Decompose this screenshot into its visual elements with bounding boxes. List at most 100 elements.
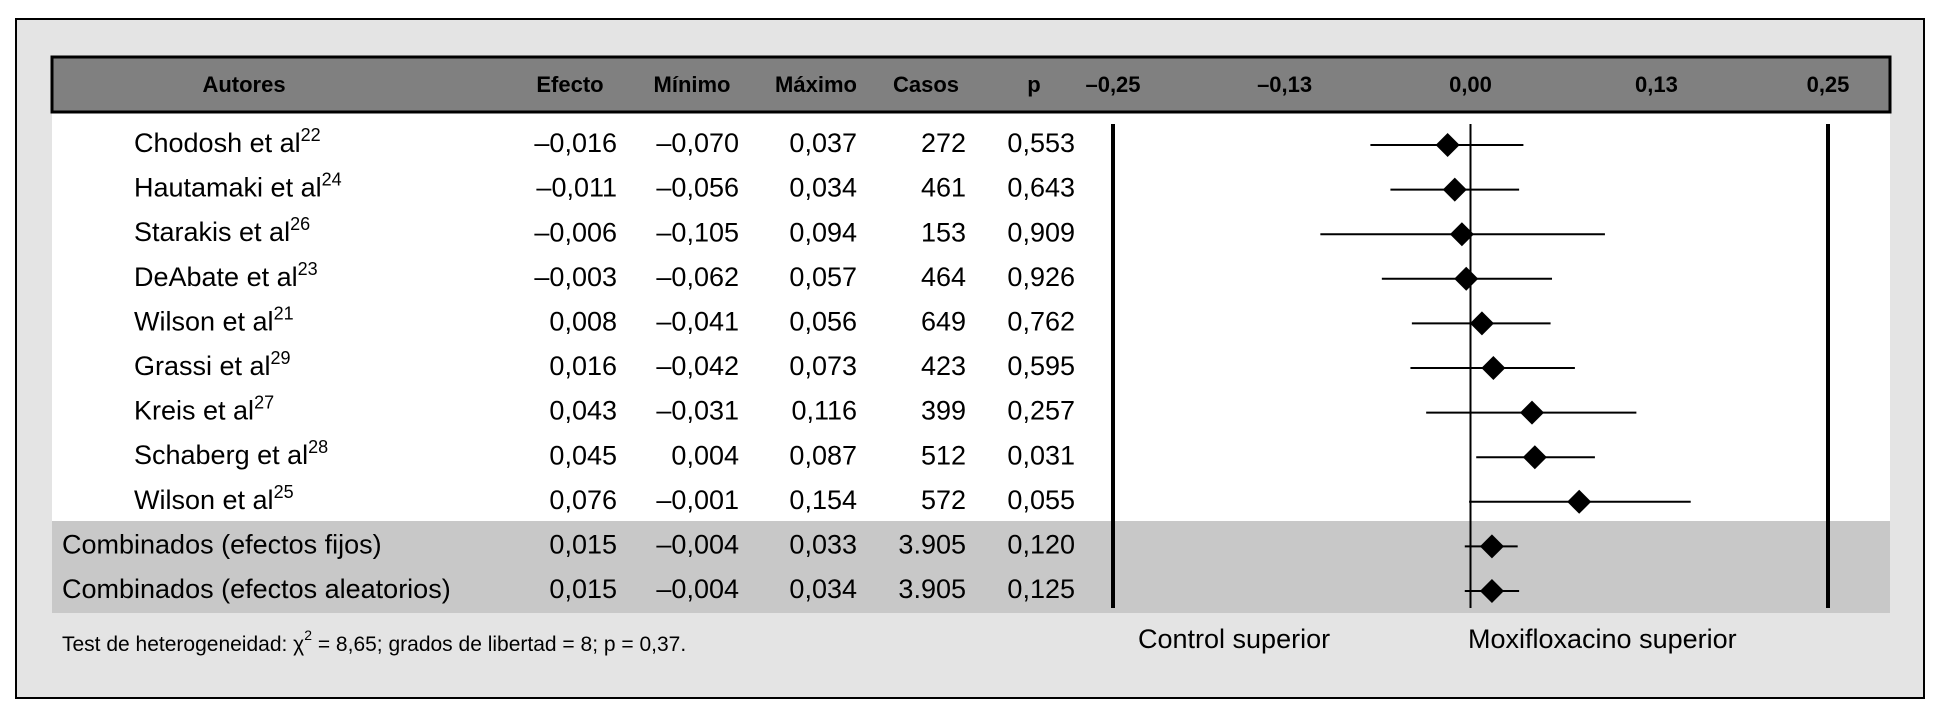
upper-value: 0,116 — [791, 396, 857, 426]
p-value: 0,257 — [1007, 396, 1075, 426]
effect-diamond — [1442, 177, 1467, 202]
author-name: Wilson et al — [134, 307, 274, 337]
effect-diamond — [1481, 356, 1506, 380]
p-value: 0,125 — [1007, 574, 1075, 604]
cases-value: 3.905 — [898, 530, 966, 560]
lower-value: –0,042 — [656, 351, 739, 381]
effect-diamond — [1435, 133, 1460, 157]
effect-diamond — [1522, 445, 1547, 470]
annotation: Moxifloxacino superior — [1468, 624, 1737, 654]
p-value: 0,553 — [1007, 128, 1075, 158]
cases-value: 153 — [921, 217, 966, 247]
p-value: 0,031 — [1007, 440, 1075, 470]
author-ref: 29 — [271, 348, 291, 368]
author: Chodosh et al22 — [134, 125, 321, 158]
x-tick-label: 0,25 — [1807, 72, 1850, 97]
p-value: 0,909 — [1007, 217, 1075, 247]
effect-diamond — [1454, 266, 1479, 291]
p-value: 0,926 — [1007, 262, 1075, 292]
effect-value: 0,045 — [549, 440, 617, 470]
author: Grassi et al29 — [134, 348, 291, 381]
author-name: Combinados (efectos aleatorios) — [62, 574, 451, 604]
upper-value: 0,037 — [789, 128, 857, 158]
effect-diamond — [1479, 579, 1504, 603]
effect-value: 0,015 — [549, 574, 617, 604]
lower-value: –0,041 — [656, 307, 739, 337]
header: Casos — [893, 72, 959, 97]
author-name: Starakis et al — [134, 217, 290, 247]
effect-diamond — [1479, 534, 1504, 559]
lower-value: –0,105 — [656, 217, 739, 247]
header: Autores — [202, 72, 285, 97]
author: Hautamaki et al24 — [134, 169, 342, 202]
header: Mínimo — [654, 72, 731, 97]
author-ref: 24 — [322, 169, 342, 189]
upper-value: 0,034 — [789, 574, 857, 604]
p-value: 0,643 — [1007, 173, 1075, 203]
upper-value: 0,033 — [789, 530, 857, 560]
lower-value: –0,001 — [656, 485, 739, 515]
footnote-part: Test de heterogeneidad: χ — [62, 633, 304, 656]
upper-value: 0,034 — [789, 173, 857, 203]
cases-value: 399 — [921, 396, 966, 426]
effect-diamond — [1567, 489, 1592, 514]
author: Wilson et al21 — [134, 303, 294, 336]
author-ref: 26 — [290, 214, 310, 234]
body — [52, 112, 1890, 521]
lower-value: –0,062 — [656, 262, 739, 292]
p-value: 0,595 — [1007, 351, 1075, 381]
upper-value: 0,154 — [789, 485, 857, 515]
x-tick-label: –0,25 — [1085, 72, 1140, 97]
cases-value: 512 — [921, 440, 966, 470]
header: Máximo — [775, 72, 857, 97]
effect-diamond — [1519, 400, 1544, 425]
header: p — [1027, 72, 1040, 97]
upper-value: 0,057 — [789, 262, 857, 292]
footnote: Test de heterogeneidad: χ2 = 8,65; grado… — [62, 627, 686, 656]
footnote-part: = 8,65; grados de libertad = 8; p = 0,37… — [312, 633, 686, 656]
header-bar — [50, 55, 1892, 114]
effect-value: –0,003 — [534, 262, 617, 292]
author: Combinados (efectos aleatorios) — [62, 574, 451, 604]
lower-value: –0,004 — [656, 574, 739, 604]
author-ref: 21 — [274, 303, 294, 323]
author-ref: 23 — [298, 259, 318, 279]
cases-value: 464 — [921, 262, 966, 292]
combined-band — [52, 521, 1890, 613]
lower-value: –0,004 — [656, 530, 739, 560]
author-name: Kreis et al — [134, 396, 254, 426]
effect-value: –0,006 — [534, 217, 617, 247]
effect-value: 0,015 — [549, 530, 617, 560]
effect-diamond — [1449, 222, 1474, 247]
lower-value: –0,056 — [656, 173, 739, 203]
effect-value: –0,016 — [534, 128, 617, 158]
p-value: 0,762 — [1007, 307, 1075, 337]
lower-value: –0,031 — [656, 396, 739, 426]
cases-value: 649 — [921, 307, 966, 337]
author-ref: 22 — [301, 125, 321, 145]
cases-value: 461 — [921, 173, 966, 203]
author: Kreis et al27 — [134, 392, 274, 425]
x-tick-label: 0,13 — [1635, 72, 1678, 97]
author-name: Chodosh et al — [134, 128, 301, 158]
author: DeAbate et al23 — [134, 259, 318, 292]
upper-value: 0,056 — [789, 307, 857, 337]
p-value: 0,120 — [1007, 530, 1075, 560]
author-name: Grassi et al — [134, 351, 271, 381]
effect-diamond — [1469, 311, 1494, 336]
effect-value: –0,011 — [536, 173, 617, 203]
upper-value: 0,087 — [789, 440, 857, 470]
author-name: Wilson et al — [134, 485, 274, 515]
effect-value: 0,016 — [549, 351, 617, 381]
lower-value: –0,070 — [656, 128, 739, 158]
effect-value: 0,076 — [549, 485, 617, 515]
author-name: Combinados (efectos fijos) — [62, 530, 382, 560]
annotation: Control superior — [1138, 624, 1330, 654]
lower-value: 0,004 — [671, 440, 739, 470]
cases-value: 572 — [921, 485, 966, 515]
author: Starakis et al26 — [134, 214, 310, 247]
p-value: 0,055 — [1007, 485, 1075, 515]
cases-value: 272 — [921, 128, 966, 158]
